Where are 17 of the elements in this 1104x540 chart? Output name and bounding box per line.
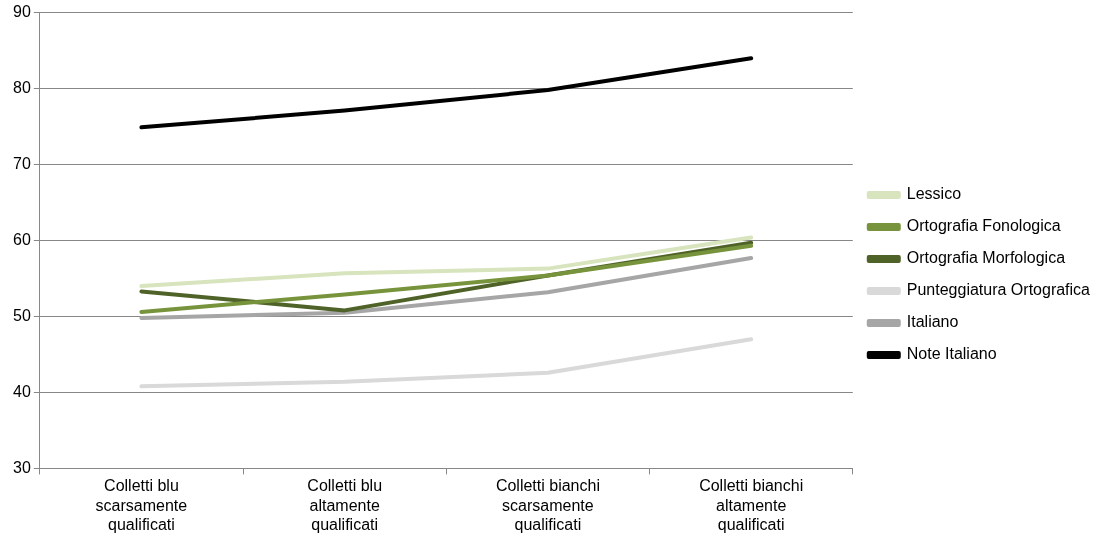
legend-label: Lessico — [906, 185, 962, 203]
x-tick-label: Colletti bianchi scarsamente qualificati — [495, 477, 600, 533]
y-tick-label: 50 — [13, 306, 31, 324]
legend-label: Italiano — [906, 313, 959, 331]
x-tick-label: Colletti blu scarsamente qualificati — [95, 477, 188, 533]
legend-label: Note Italiano — [906, 345, 997, 363]
legend-label: Ortografia Fonologica — [906, 217, 1061, 235]
x-tick-label: Colletti bianchi altamente qualificati — [699, 477, 804, 533]
y-tick-label: 60 — [13, 230, 31, 248]
y-tick-label: 70 — [13, 154, 31, 172]
legend-label: Punteggiatura Ortografica — [906, 281, 1091, 299]
y-tick-label: 40 — [13, 382, 31, 400]
legend-label: Ortografia Morfologica — [906, 249, 1066, 267]
y-tick-label: 90 — [13, 3, 31, 21]
y-tick-label: 80 — [13, 78, 31, 96]
y-tick-label: 30 — [13, 458, 31, 476]
x-tick-label: Colletti blu altamente qualificati — [307, 477, 383, 533]
